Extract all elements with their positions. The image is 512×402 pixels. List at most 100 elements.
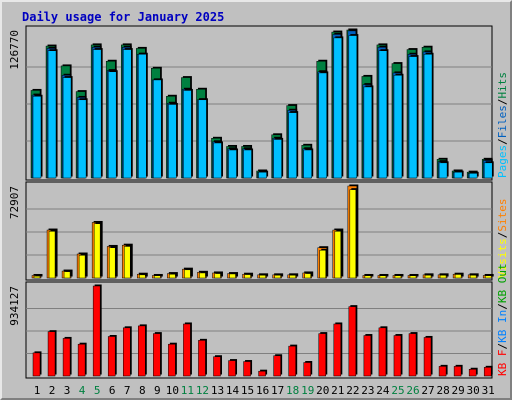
- chart-title: Daily usage for January 2025: [22, 10, 224, 24]
- x-tick-label-28: 28: [436, 384, 449, 397]
- x-tick-label-14: 14: [226, 384, 240, 397]
- middle-max-label: 72907: [8, 186, 21, 219]
- x-tick-labels: 1 2 3 4 5 6 7 8 9 10 11 12 13 14 15 16 17 18 19 20 21 22 23 24 2…: [34, 384, 495, 397]
- x-tick-label-16: 16: [256, 384, 269, 397]
- bar-pages-day-25: [393, 75, 403, 179]
- bar-visits-day-15: [244, 274, 251, 279]
- bar-visits-day-25: [394, 275, 402, 279]
- middle-legend: Visits/Sites: [496, 199, 509, 279]
- bar-kb-f-day-20: [318, 333, 327, 377]
- bar-pages-day-5: [92, 49, 102, 179]
- bar-pages-day-30: [468, 173, 478, 179]
- x-tick-label-9: 9: [154, 384, 161, 397]
- bar-pages-day-19: [303, 149, 312, 179]
- x-tick-label-4: 4: [79, 384, 86, 397]
- x-tick-label-15: 15: [241, 384, 254, 397]
- bar-pages-day-26: [408, 56, 418, 179]
- bar-visits-day-23: [364, 275, 372, 279]
- bar-kb-f-day-24: [378, 327, 387, 377]
- bar-kb-f-day-8: [138, 325, 146, 377]
- bar-visits-day-2: [48, 231, 56, 279]
- bar-kb-f-day-18: [288, 345, 296, 377]
- bar-visits-day-19: [304, 273, 311, 279]
- bar-pages-day-31: [483, 162, 493, 179]
- bar-visits-day-4: [78, 255, 86, 279]
- bar-pages-day-11: [183, 90, 192, 179]
- x-tick-label-21: 21: [331, 384, 344, 397]
- bar-pages-day-14: [228, 149, 237, 179]
- series-kb-f: [32, 284, 493, 377]
- bar-kb-f-day-6: [107, 336, 116, 377]
- bar-visits-day-10: [169, 273, 176, 279]
- x-tick-label-1: 1: [34, 384, 41, 397]
- x-tick-label-3: 3: [64, 384, 71, 397]
- x-tick-label-11: 11: [181, 384, 194, 397]
- bar-kb-f-day-4: [77, 343, 86, 377]
- legend-separator: /: [496, 99, 509, 106]
- bar-kb-f-day-29: [453, 366, 462, 377]
- bar-visits-day-3: [63, 271, 71, 279]
- bar-kb-f-day-2: [47, 331, 56, 377]
- bar-kb-f-day-9: [153, 333, 161, 377]
- bar-kb-f-day-7: [122, 327, 131, 377]
- bar-pages-day-8: [138, 53, 147, 179]
- legend-separator: /: [496, 343, 509, 350]
- middle-plot-area: [25, 181, 493, 281]
- bar-visits-day-16: [259, 274, 266, 279]
- bar-visits-day-24: [379, 275, 387, 279]
- bar-kb-f-day-23: [363, 335, 372, 377]
- bar-visits-day-8: [139, 274, 146, 279]
- bar-pages-day-20: [318, 72, 328, 179]
- x-tick-label-23: 23: [361, 384, 374, 397]
- bar-visits-day-22: [349, 189, 357, 279]
- bar-pages-day-28: [438, 162, 448, 179]
- bar-kb-f-day-5: [92, 285, 101, 377]
- bar-pages-day-15: [243, 149, 252, 179]
- legend-separator: /: [496, 303, 509, 310]
- x-tick-label-27: 27: [421, 384, 434, 397]
- bar-kb-f-day-22: [348, 306, 357, 377]
- bar-kb-f-day-17: [273, 355, 281, 377]
- bar-pages-day-1: [32, 96, 42, 179]
- bar-shadow: [486, 274, 493, 277]
- bar-shadow: [381, 274, 388, 277]
- bar-kb-f-day-28: [438, 366, 447, 377]
- bar-kb-f-day-3: [62, 338, 71, 377]
- bar-visits-day-12: [199, 272, 206, 279]
- x-tick-label-2: 2: [49, 384, 56, 397]
- bar-visits-day-13: [214, 273, 221, 279]
- x-tick-label-19: 19: [301, 384, 314, 397]
- bar-kb-f-day-21: [333, 323, 342, 377]
- x-tick-label-12: 12: [196, 384, 209, 397]
- bar-pages-day-24: [378, 50, 388, 179]
- bar-visits-day-26: [409, 275, 417, 279]
- top-max-label: 126770: [8, 30, 21, 70]
- bar-kb-f-day-15: [243, 361, 251, 377]
- legend-separator: /: [496, 232, 509, 239]
- bar-pages-day-7: [122, 49, 132, 179]
- bar-shadow: [396, 274, 403, 277]
- bar-pages-day-3: [62, 77, 72, 179]
- x-tick-label-29: 29: [451, 384, 464, 397]
- x-tick-label-18: 18: [286, 384, 299, 397]
- bar-visits-day-29: [454, 274, 462, 279]
- bar-pages-day-18: [288, 112, 297, 179]
- bar-visits-day-31: [484, 275, 492, 279]
- legend-sites: Sites: [496, 199, 509, 232]
- legend-kb-out: KB Out: [496, 263, 509, 303]
- bar-visits-day-18: [289, 274, 296, 279]
- bar-visits-day-28: [439, 274, 447, 279]
- bar-kb-f-day-11: [183, 323, 191, 377]
- x-tick-label-5: 5: [94, 384, 101, 397]
- x-tick-label-7: 7: [124, 384, 131, 397]
- bottom-legend: KB F/KB In/KB Out: [496, 263, 509, 376]
- x-tick-label-26: 26: [406, 384, 419, 397]
- series-pages: [32, 34, 494, 179]
- bar-kb-f-day-19: [303, 362, 311, 377]
- legend-hits: Hits: [496, 72, 509, 99]
- bar-pages-day-22: [348, 35, 358, 179]
- bar-pages-day-2: [47, 50, 57, 179]
